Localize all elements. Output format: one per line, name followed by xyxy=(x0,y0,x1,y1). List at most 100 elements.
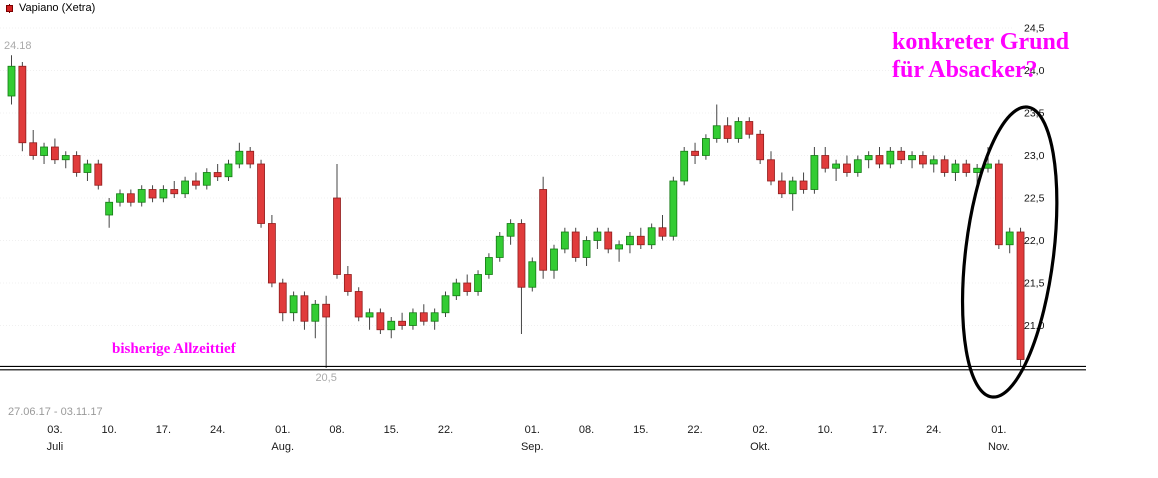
x-tick-label: 22. xyxy=(687,424,702,436)
candle-up xyxy=(137,189,146,203)
candle-down xyxy=(192,180,200,186)
y-axis-label: 23,0 xyxy=(1024,150,1045,162)
x-tick-label: 03. xyxy=(47,424,62,436)
candle-up xyxy=(409,312,417,326)
candle-down xyxy=(767,159,775,182)
candle-up xyxy=(626,235,634,246)
candle-up xyxy=(734,121,743,139)
all-time-low-label: bisherige Allzeittief xyxy=(112,341,236,357)
candle-up xyxy=(788,180,797,195)
candle-up xyxy=(951,163,960,173)
candle-down xyxy=(897,150,906,161)
candle-down xyxy=(919,155,927,165)
candle-up xyxy=(430,312,439,322)
candle-down xyxy=(213,172,222,178)
candle-up xyxy=(810,155,819,190)
month-label: Nov. xyxy=(988,441,1010,453)
x-tick-label: 24. xyxy=(210,424,225,436)
min-price-label: 20,5 xyxy=(315,372,336,384)
candle-up xyxy=(484,257,493,275)
candle-down xyxy=(463,282,472,292)
candle-down xyxy=(419,312,428,322)
legend: Vapiano (Xetra) xyxy=(5,2,95,14)
candle-down xyxy=(658,227,667,237)
candle-down xyxy=(170,189,179,195)
candle-down xyxy=(376,312,385,331)
candle-down xyxy=(745,121,754,135)
y-axis-label: 21,5 xyxy=(1024,278,1045,290)
candle-up xyxy=(289,295,298,314)
annotation-question-line2: für Absacker? xyxy=(892,57,1038,84)
candlestick-icon xyxy=(5,3,14,13)
month-label: Aug. xyxy=(271,441,294,453)
candle-up xyxy=(506,223,515,237)
candle-up xyxy=(669,180,678,237)
y-axis-label: 24,5 xyxy=(1024,23,1045,35)
candle-up xyxy=(973,167,982,173)
candle-down xyxy=(994,163,1003,246)
candle-up xyxy=(311,303,320,322)
candle-down xyxy=(723,125,732,139)
x-tick-label: 01. xyxy=(991,424,1006,436)
candle-up xyxy=(702,138,710,156)
candle-down xyxy=(72,155,81,173)
candle-down xyxy=(322,303,331,318)
annotation-question-line1: konkreter Grund xyxy=(892,29,1070,55)
candle-down xyxy=(246,150,255,165)
candle-down xyxy=(517,223,526,288)
candle-up xyxy=(235,150,244,165)
candle-down xyxy=(94,163,103,186)
x-tick-label: 01. xyxy=(525,424,540,436)
candle-up xyxy=(181,180,190,195)
candle-up xyxy=(582,240,591,258)
candle-up xyxy=(593,231,602,241)
candle-down xyxy=(691,150,699,156)
candle-up xyxy=(452,282,461,297)
x-tick-label: 15. xyxy=(633,424,648,436)
x-tick-label: 01. xyxy=(275,424,290,436)
x-tick-label: 17. xyxy=(872,424,887,436)
candle-down xyxy=(539,189,548,271)
candle-down xyxy=(571,231,580,258)
candle-up xyxy=(908,155,916,161)
candle-up xyxy=(495,235,504,258)
candle-up xyxy=(202,172,211,186)
candle-down xyxy=(333,197,341,275)
candle-down xyxy=(126,193,135,203)
y-axis-label: 22,5 xyxy=(1024,193,1045,205)
candle-down xyxy=(343,274,352,292)
candle-up xyxy=(40,146,48,156)
x-tick-label: 08. xyxy=(579,424,594,436)
candle-down xyxy=(300,295,309,322)
x-tick-label: 24. xyxy=(926,424,941,436)
symbol-label: Vapiano (Xetra) xyxy=(19,2,96,14)
date-range-label: 27.06.17 - 03.11.17 xyxy=(8,406,103,418)
candle-up xyxy=(560,231,569,250)
candle-down xyxy=(756,133,765,161)
candle-up xyxy=(615,244,623,250)
candle-down xyxy=(962,163,971,173)
candle-down xyxy=(29,142,38,156)
candle-down xyxy=(940,159,949,173)
x-tick-label: 10. xyxy=(818,424,833,436)
candle-down xyxy=(1016,231,1025,360)
month-label: Juli xyxy=(47,441,64,453)
candle-down xyxy=(148,189,157,199)
candle-up xyxy=(61,155,70,161)
candle-up xyxy=(224,163,233,178)
candle-up xyxy=(853,159,862,173)
max-price-label: 24.18 xyxy=(4,40,32,52)
candle-up xyxy=(550,248,558,271)
candle-up xyxy=(105,201,114,216)
x-tick-label: 10. xyxy=(102,424,117,436)
candle-down xyxy=(799,180,808,190)
candle-down xyxy=(604,231,613,250)
candle-down xyxy=(278,282,287,314)
candle-up xyxy=(474,274,482,292)
x-tick-label: 15. xyxy=(384,424,399,436)
candle-up xyxy=(365,312,374,318)
candle-up xyxy=(159,189,168,199)
y-axis-label: 24,0 xyxy=(1024,65,1045,77)
